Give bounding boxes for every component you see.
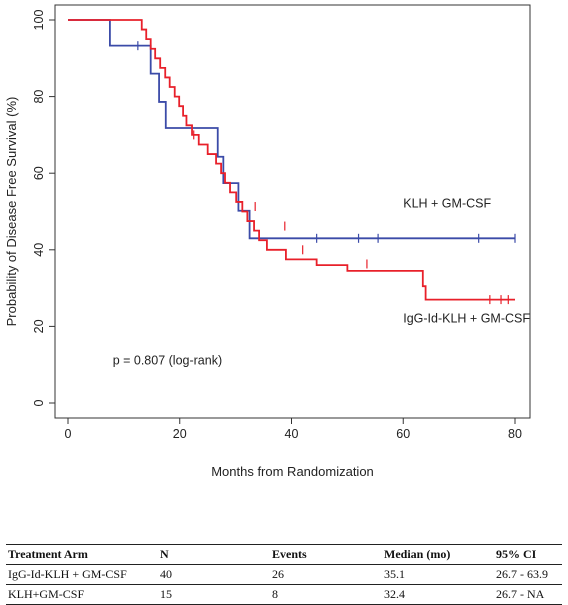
x-tick-label: 40 [285, 427, 299, 441]
table-cell: 35.1 [382, 564, 494, 585]
curves [68, 19, 516, 305]
annotations: KLH + GM-CSF IgG-Id-KLH + GM-CSF p = 0.807… [113, 197, 531, 368]
table-header-row: Treatment Arm N Events Median (mo) 95% C… [6, 544, 562, 565]
table-cell: 40 [158, 564, 270, 585]
summary-table: Treatment Arm N Events Median (mo) 95% C… [6, 544, 562, 605]
axes: 0 20 40 60 80 0 20 40 60 80 100 [32, 4, 531, 441]
x-tick-label: 0 [65, 427, 72, 441]
table-cell: KLH+GM-CSF [6, 584, 158, 605]
header-median: Median (mo) [382, 544, 494, 565]
x-tick-label: 20 [173, 427, 187, 441]
table-cell: IgG-Id-KLH + GM-CSF [6, 564, 158, 585]
header-events: Events [270, 544, 382, 565]
y-tick-label: 0 [32, 399, 46, 406]
y-tick-label: 40 [32, 243, 46, 257]
survival-plot: 0 20 40 60 80 0 20 40 60 80 100 KLH + GM-CSF IgG-Id… [4, 4, 531, 479]
annotation-text: IgG-Id-KLH + GM-CSF [403, 312, 530, 326]
table-cell: 8 [270, 584, 382, 605]
y-tick-label: 20 [32, 319, 46, 333]
table-cell: 26.7 - NA [494, 584, 562, 605]
annotation-text: p = 0.807 (log-rank) [113, 354, 222, 368]
table-row: KLH+GM-CSF 15 8 32.4 26.7 - NA [6, 584, 562, 605]
y-axis-label: Probability of Disease Free Survival (%) [4, 97, 19, 327]
table-row: IgG-Id-KLH + GM-CSF 40 26 35.1 26.7 - 63… [6, 564, 562, 585]
table-cell: 15 [158, 584, 270, 605]
table-cell: 26 [270, 564, 382, 585]
series-line-0 [68, 19, 515, 301]
header-ci: 95% CI [494, 544, 562, 565]
plot-frame [54, 4, 531, 419]
x-axis-label: Months from Randomization [211, 464, 374, 479]
y-tick-label: 100 [32, 10, 46, 31]
x-tick-label: 60 [396, 427, 410, 441]
table-cell: 26.7 - 63.9 [494, 564, 562, 585]
y-tick-label: 60 [32, 166, 46, 180]
table-cell: 32.4 [382, 584, 494, 605]
annotation-text: KLH + GM-CSF [403, 197, 491, 211]
x-tick-label: 80 [508, 427, 522, 441]
header-n: N [158, 544, 270, 565]
header-treatment-arm: Treatment Arm [6, 544, 158, 565]
y-tick-label: 80 [32, 90, 46, 104]
